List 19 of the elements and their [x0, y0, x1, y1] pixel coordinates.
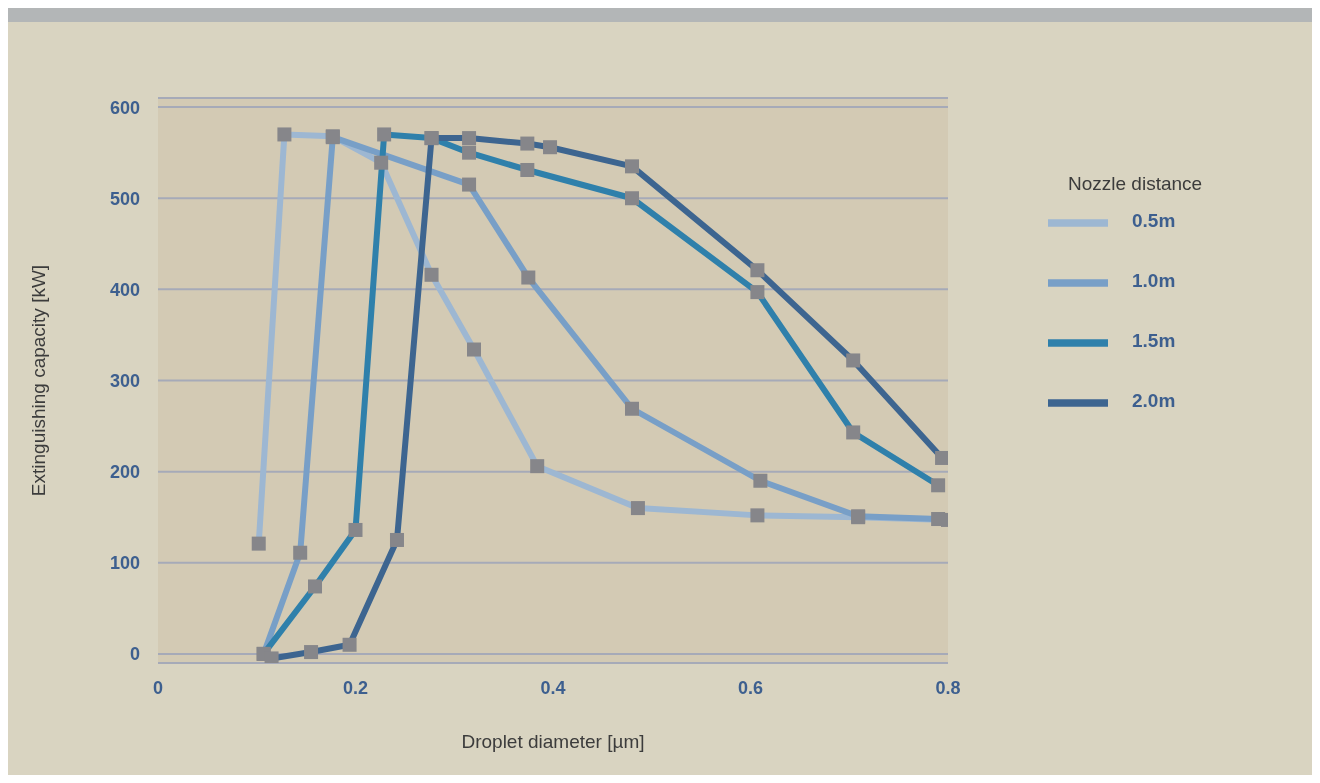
y-tick-label: 500: [109, 188, 140, 209]
x-tick-label: 0.6: [737, 677, 764, 698]
y-tick-label: 600: [109, 97, 140, 118]
legend-label: 1.0m: [1132, 270, 1176, 292]
x-tick-label: 0.4: [540, 677, 566, 698]
x-tick-label: 0.2: [342, 677, 369, 698]
x-axis-title: Droplet diameter [µm]: [461, 731, 645, 752]
legend-label: 2.0m: [1132, 390, 1176, 412]
x-tick-label: 0: [152, 677, 164, 698]
x-tick-label: 0.8: [935, 677, 961, 698]
y-tick-label: 300: [109, 370, 140, 391]
y-tick-label: 200: [109, 462, 140, 483]
y-tick-label: 400: [109, 279, 140, 300]
legend-title: Nozzle distance: [1067, 173, 1204, 195]
y-tick-label: 100: [109, 553, 140, 574]
legend-label: 0.5m: [1132, 210, 1176, 232]
legend-label: 1.5m: [1132, 330, 1176, 352]
y-tick-label: 0: [129, 644, 140, 665]
y-axis-title: Extinguishing capacity [kW]: [27, 264, 49, 497]
